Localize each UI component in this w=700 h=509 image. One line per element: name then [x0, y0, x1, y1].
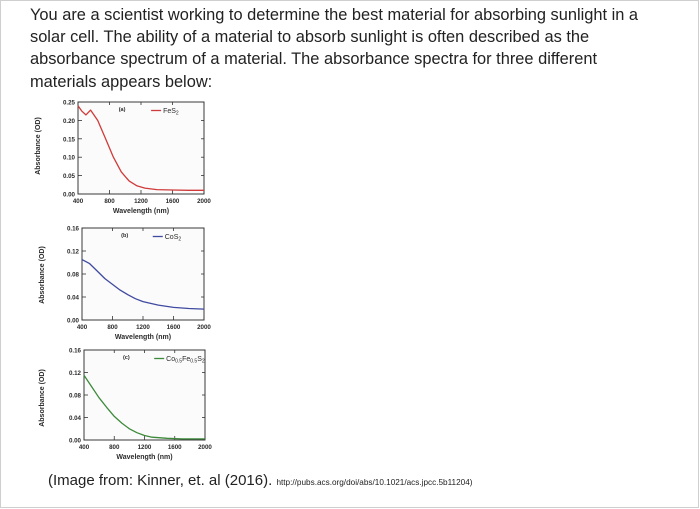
x-tick-label: 1200 [136, 324, 150, 331]
x-axis-label: Wavelength (nm) [113, 208, 169, 215]
x-tick-label: 1600 [167, 324, 181, 331]
y-tick-label: 0.04 [67, 295, 80, 302]
question-line: solar cell. The ability of a material to… [30, 28, 590, 47]
x-tick-label: 1600 [166, 198, 180, 205]
x-tick-label: 400 [77, 324, 88, 331]
x-tick-label: 2000 [197, 324, 211, 331]
series-line [81, 259, 205, 310]
y-tick-label: 0.00 [69, 438, 82, 445]
y-tick-label: 0.00 [63, 192, 76, 199]
panel-label: (b) [121, 233, 128, 239]
y-axis-label: Absorbance (OD) [35, 117, 42, 175]
x-tick-label: 400 [79, 444, 90, 451]
y-axis-label: Absorbance (OD) [39, 369, 46, 427]
question-line: absorbance spectrum of a material. The a… [30, 50, 598, 69]
legend-label: CoS2 [165, 234, 182, 243]
y-tick-label: 0.05 [63, 173, 76, 180]
x-tick-label: 400 [73, 198, 84, 205]
chart-panel-a: 0.25 0.20 0.15 0.10 0.05 0.00 400 800 1200 1600 20… [0, 0, 700, 230]
chart-panel-c: 0.16 0.12 0.08 0.04 0.00 400 800 1200 1600 2000 Wa… [39, 348, 212, 462]
plot-frame [83, 349, 206, 441]
question-line: You are a scientist working to determine… [30, 6, 639, 24]
y-tick-label: 0.12 [69, 370, 82, 377]
y-tick-label: 0.08 [67, 272, 80, 279]
y-tick-label: 0.25 [63, 100, 76, 107]
y-axis-label: Absorbance (OD) [39, 246, 46, 304]
x-tick-label: 2000 [198, 444, 212, 451]
y-tick-label: 0.20 [63, 118, 76, 125]
question-line: materials appears below: [30, 72, 213, 91]
legend-label: FeS2 [163, 108, 179, 117]
y-tick-label: 0.00 [67, 318, 80, 325]
series-line [77, 105, 204, 191]
y-tick-label: 0.04 [69, 415, 82, 422]
image-citation: (Image from: Kinner, et. al (2016). http… [48, 472, 688, 489]
x-tick-label: 800 [107, 324, 118, 331]
y-tick-label: 0.08 [69, 393, 82, 400]
x-tick-label: 800 [104, 198, 115, 205]
y-tick-label: 0.15 [63, 136, 76, 143]
question-text: You are a scientist working to determine… [30, 4, 680, 93]
x-tick-label: 1600 [168, 444, 182, 451]
y-tick-label: 0.16 [67, 226, 80, 233]
panel-label: (a) [119, 107, 126, 113]
citation-link: http://pubs.acs.org/doi/abs/10.1021/acs.… [276, 478, 473, 487]
x-tick-label: 1200 [134, 198, 148, 205]
x-axis-label: Wavelength (nm) [116, 454, 172, 461]
y-tick-label: 0.16 [69, 348, 82, 355]
panel-label: (c) [123, 355, 130, 361]
x-tick-label: 1200 [138, 444, 152, 451]
legend-label: Co0.5Fe0.5S2 [166, 356, 205, 365]
y-tick-label: 0.12 [67, 249, 80, 256]
x-axis-label: Wavelength (nm) [115, 334, 171, 341]
citation-text: (Image from: Kinner, et. al (2016). [48, 472, 273, 489]
x-tick-label: 2000 [197, 198, 211, 205]
series-line [83, 374, 205, 440]
chart-panel-b: 0.16 0.12 0.08 0.04 0.00 400 800 1200 1600 2000 Wa… [39, 226, 211, 342]
y-tick-label: 0.10 [63, 155, 76, 162]
x-tick-label: 800 [109, 444, 120, 451]
plot-frame [77, 101, 205, 195]
